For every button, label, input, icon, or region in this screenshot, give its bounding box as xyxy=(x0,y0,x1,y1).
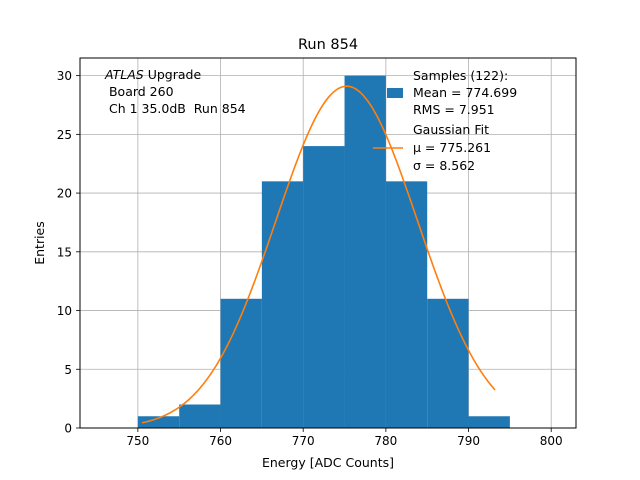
legend-samples-title: Samples (122): xyxy=(413,68,508,83)
upgrade-label: Upgrade xyxy=(144,67,202,82)
x-tick-label: 780 xyxy=(374,434,397,448)
annotation-channel: Ch 1 35.0dB Run 854 xyxy=(105,101,246,116)
y-tick-label: 20 xyxy=(57,187,72,201)
y-tick-label: 15 xyxy=(57,245,72,259)
histogram-bar xyxy=(303,146,345,428)
histogram-bars xyxy=(137,75,510,428)
x-tick-label: 750 xyxy=(126,434,149,448)
legend-samples-swatch xyxy=(387,88,403,98)
x-tick-label: 790 xyxy=(457,434,480,448)
annotation-line-1: ATLAS Upgrade xyxy=(104,67,201,82)
histogram-bar xyxy=(220,298,262,428)
legend-fit-mu: μ = 775.261 xyxy=(413,140,491,155)
x-axis-ticks: 750 760 770 780 790 800 xyxy=(126,428,563,448)
y-axis-ticks: 0 5 10 15 20 25 30 xyxy=(57,69,80,436)
legend-fit-title: Gaussian Fit xyxy=(413,122,489,137)
annotation-board: Board 260 xyxy=(105,84,174,99)
x-tick-label: 770 xyxy=(292,434,315,448)
histogram-bar xyxy=(179,404,221,428)
histogram-bar xyxy=(137,416,180,428)
legend-fit-sigma: σ = 8.562 xyxy=(413,158,475,173)
y-tick-label: 10 xyxy=(57,304,72,318)
legend-samples-rms: RMS = 7.951 xyxy=(413,102,495,117)
histogram-bar xyxy=(344,75,386,428)
atlas-label: ATLAS xyxy=(104,67,144,82)
y-tick-label: 30 xyxy=(57,69,72,83)
y-tick-label: 25 xyxy=(57,128,72,142)
chart-title: Run 854 xyxy=(298,37,358,53)
y-tick-label: 0 xyxy=(64,422,72,436)
y-tick-label: 5 xyxy=(64,363,72,377)
x-tick-label: 760 xyxy=(209,434,232,448)
legend-samples-mean: Mean = 774.699 xyxy=(413,85,517,100)
legend: Samples (122): Mean = 774.699 RMS = 7.95… xyxy=(373,68,517,173)
y-axis-label: Entries xyxy=(32,221,47,265)
x-tick-label: 800 xyxy=(540,434,563,448)
histogram-bar xyxy=(261,181,304,428)
plot-frame xyxy=(79,57,577,429)
atlas-annotation: ATLAS Upgrade Board 260 Ch 1 35.0dB Run … xyxy=(104,67,246,116)
histogram-bar xyxy=(468,416,510,428)
gaussian-fit-curve xyxy=(141,85,496,424)
histogram-bar xyxy=(385,181,428,428)
histogram-bar xyxy=(427,298,469,428)
x-axis-label: Energy [ADC Counts] xyxy=(262,455,394,470)
